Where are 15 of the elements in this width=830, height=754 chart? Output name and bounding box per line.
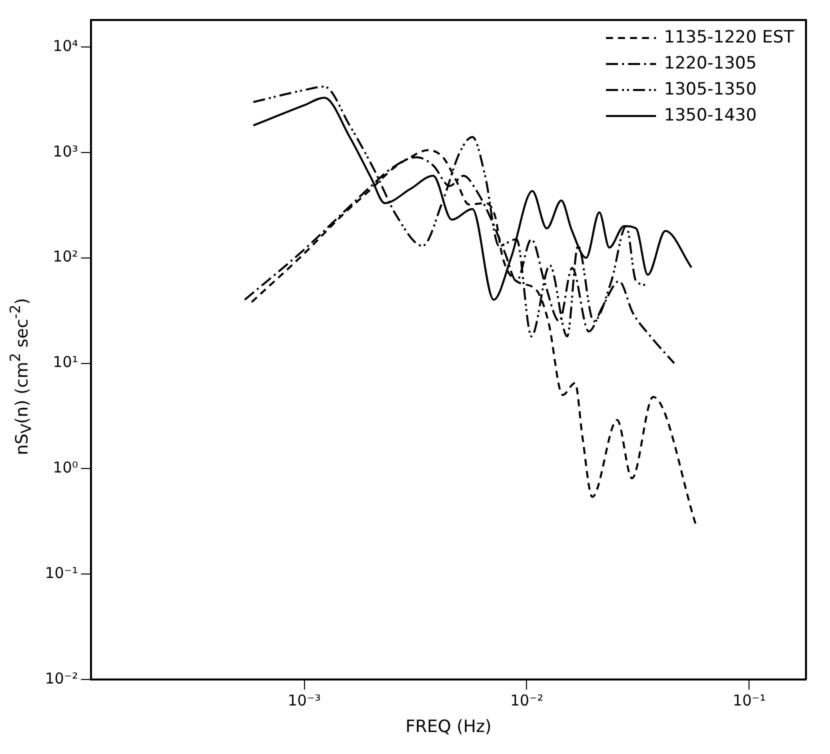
legend-label: 1135-1220 EST (664, 27, 795, 48)
x-tick-label: 10⁻³ (288, 691, 321, 710)
y-tick-label: 10⁴ (52, 36, 78, 55)
legend-label: 1220-1305 (664, 53, 757, 74)
x-tick-label: 10⁻² (510, 691, 544, 710)
y-tick-label: 10² (52, 248, 78, 266)
y-tick-label: 10⁰ (52, 458, 78, 477)
y-tick-label: 10³ (52, 142, 78, 160)
y-tick-label: 10⁻² (44, 669, 78, 688)
x-axis-title: FREQ (Hz) (405, 717, 492, 738)
x-tick-label: 10⁻¹ (732, 691, 766, 710)
legend-label: 1305-1350 (664, 79, 757, 100)
y-tick-label: 10¹ (52, 353, 78, 372)
legend-label: 1350-1430 (664, 105, 757, 126)
y-tick-label: 10⁻¹ (44, 564, 78, 582)
